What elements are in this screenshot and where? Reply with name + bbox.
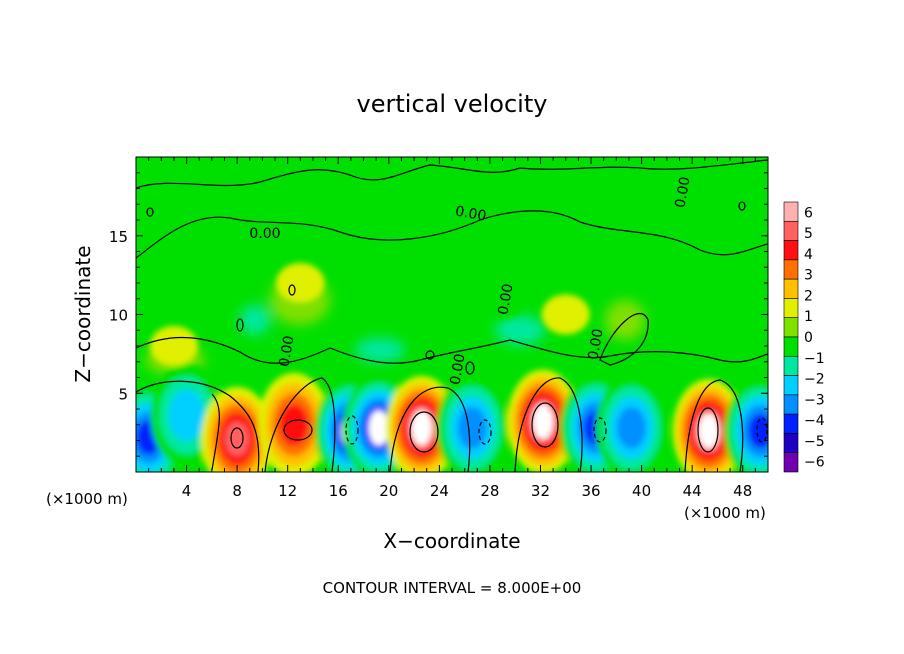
velocity-cell — [541, 294, 590, 335]
x-tick-label: 24 — [430, 482, 449, 500]
velocity-cells — [136, 200, 768, 472]
velocity-cell — [748, 413, 768, 449]
colorbar-tick-label: 2 — [804, 288, 813, 304]
x-tick-label: 40 — [632, 482, 651, 500]
colorbar-tick-label: 3 — [804, 268, 813, 284]
colorbar-tick-label: −1 — [804, 351, 825, 367]
chart-title: vertical velocity — [357, 90, 548, 118]
colorbar-swatch — [783, 317, 799, 338]
x-tick-label: 48 — [733, 482, 752, 500]
colorbar-swatch — [783, 278, 799, 299]
x-tick-label: 12 — [278, 482, 297, 500]
velocity-cell — [168, 389, 205, 442]
velocity-cell-core — [368, 410, 389, 446]
contour-label: 0.00 — [249, 226, 280, 242]
velocity-cell — [478, 278, 527, 319]
contour-label: 0.00 — [447, 353, 468, 386]
x-unit-right: (×1000 m) — [684, 504, 766, 522]
y-axis-label: Z−coordinate — [71, 245, 95, 382]
y-tick-label: 10 — [109, 307, 128, 325]
colorbar-swatch — [783, 413, 799, 434]
velocity-cell-core — [698, 413, 719, 449]
colorbar-tick-label: −6 — [804, 455, 825, 471]
x-tick-label: 4 — [182, 482, 192, 500]
x-tick-label: 32 — [531, 482, 550, 500]
colorbar-swatch — [783, 240, 799, 261]
colorbar-swatch — [783, 336, 799, 357]
colorbar-swatch — [783, 433, 799, 454]
contour-label: 0.00 — [672, 176, 693, 209]
colorbar-tick-label: 4 — [804, 247, 813, 263]
colorbar-tick-label: 6 — [804, 205, 813, 221]
contour-label: 0.00 — [276, 335, 297, 368]
colorbar-tick-label: 5 — [804, 226, 813, 242]
contour-label: 0.00 — [454, 203, 487, 224]
x-tick-label: 36 — [581, 482, 600, 500]
x-tick-label: 16 — [329, 482, 348, 500]
plot-area: 0.00 0.00 0.00 0.00 0.00 0.00 0.00 — [136, 157, 768, 472]
colorbar-swatch — [783, 298, 799, 319]
colorbar-tick-label: −4 — [804, 413, 825, 429]
x-tick-label: 8 — [232, 482, 242, 500]
colorbar-tick-label: −5 — [804, 434, 825, 450]
colorbar-swatch — [783, 355, 799, 376]
velocity-cell-core — [532, 403, 554, 440]
colorbar-swatch — [783, 375, 799, 396]
x-axis-label: X−coordinate — [383, 529, 520, 553]
colorbar-tick-label: 1 — [804, 309, 813, 325]
footer-contour-interval: CONTOUR INTERVAL = 8.000E+00 — [323, 579, 582, 597]
y-tick-label: 15 — [109, 228, 128, 246]
x-tick-label: 20 — [379, 482, 398, 500]
contour-label: 0.00 — [495, 283, 516, 316]
colorbar-swatch — [783, 220, 799, 241]
velocity-cell — [617, 407, 646, 449]
x-tick-label: 44 — [683, 482, 702, 500]
colorbar-swatch — [783, 452, 799, 473]
velocity-cell — [225, 421, 250, 457]
contour-labels: 0.00 0.00 0.00 0.00 0.00 0.00 0.00 — [249, 176, 693, 386]
colorbar-tick-label: 0 — [804, 330, 813, 346]
contour-lines — [136, 159, 768, 472]
x-unit-left: (×1000 m) — [46, 490, 128, 508]
colorbar-tick-label: −3 — [804, 392, 825, 408]
x-tick-label: 28 — [480, 482, 499, 500]
velocity-cell — [276, 263, 325, 303]
velocity-cell-core — [411, 410, 432, 446]
velocity-cell — [279, 403, 309, 446]
velocity-cell — [592, 200, 641, 240]
colorbar-swatch — [783, 201, 799, 222]
y-tick-label: 5 — [118, 385, 128, 403]
velocity-cell — [149, 326, 198, 366]
contour-label: 0.00 — [585, 328, 606, 361]
colorbar-swatch — [783, 394, 799, 415]
colorbar: 6 5 4 3 2 1 0 −1 −2 −3 −4 −5 −6 — [783, 201, 825, 473]
colorbar-tick-label: −2 — [804, 372, 825, 388]
colorbar-swatch — [783, 259, 799, 280]
